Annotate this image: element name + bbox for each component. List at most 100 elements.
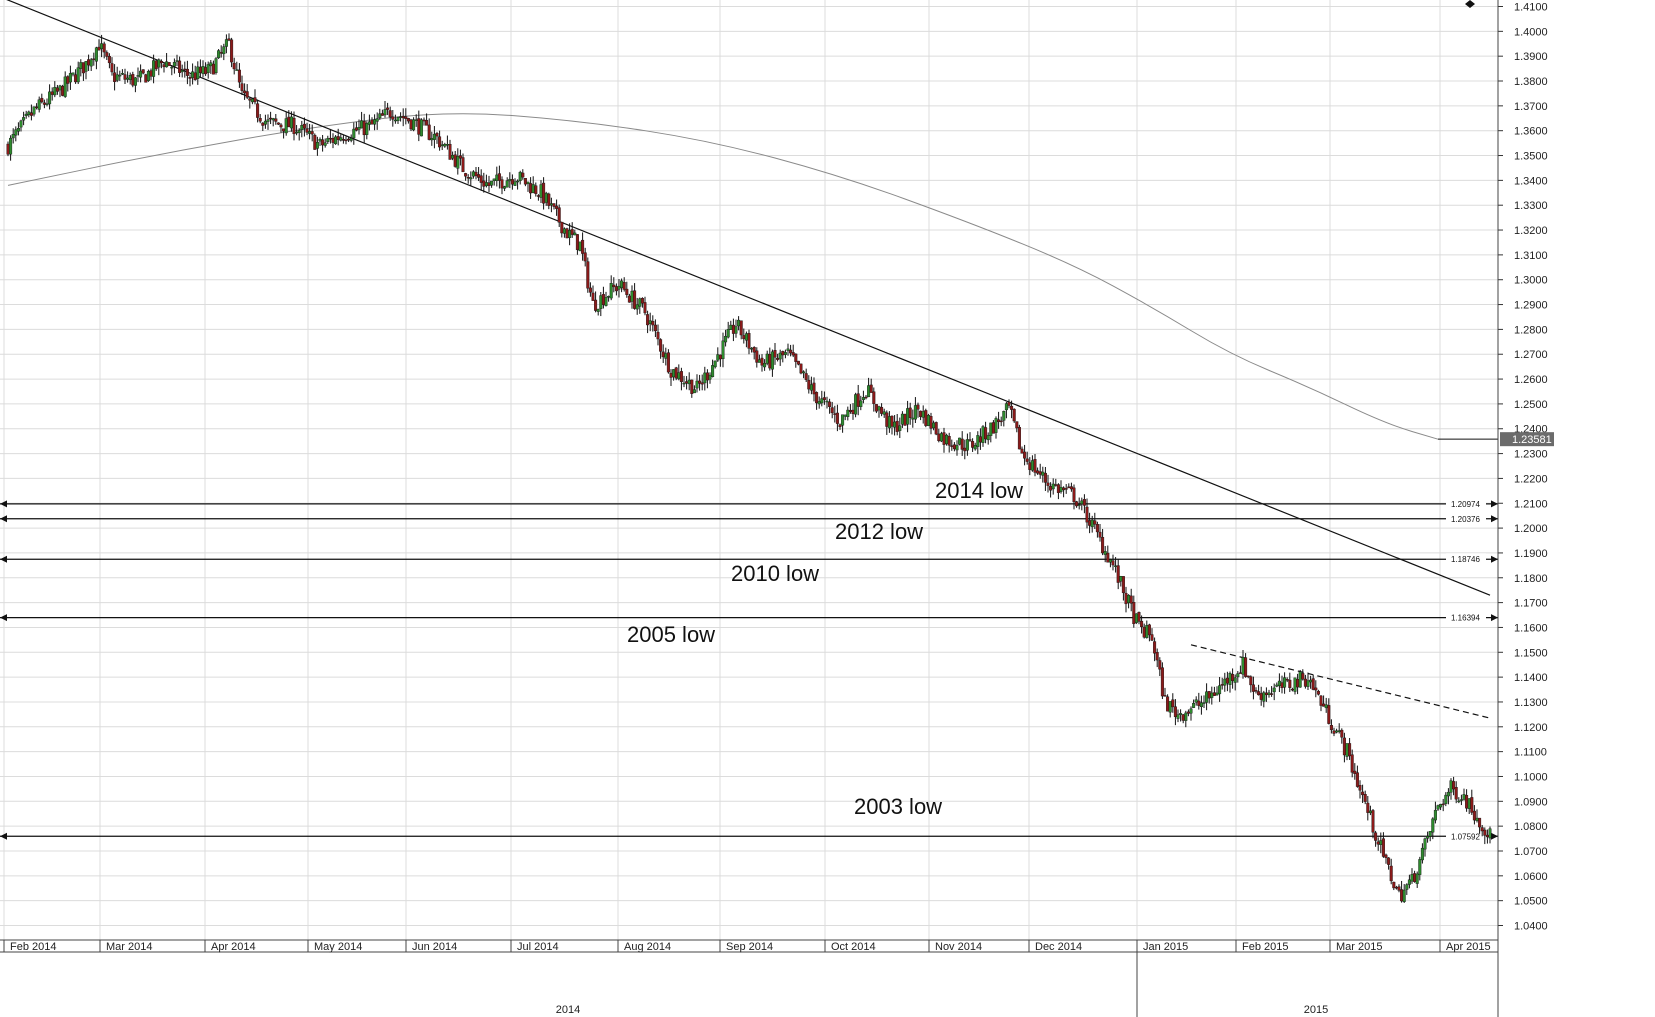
candle-body bbox=[989, 422, 993, 436]
candle-body bbox=[846, 409, 850, 417]
candle-body bbox=[1054, 484, 1058, 486]
candle-body bbox=[391, 116, 395, 120]
candle-body bbox=[999, 420, 1003, 423]
candle-body bbox=[893, 421, 897, 428]
candle-body bbox=[300, 125, 304, 130]
candle-body bbox=[1363, 794, 1367, 802]
candle-body bbox=[94, 47, 98, 62]
candle-body bbox=[308, 131, 312, 134]
candle-body bbox=[1301, 673, 1305, 680]
candle-body bbox=[11, 134, 15, 139]
candle-body bbox=[120, 73, 124, 75]
candle-body bbox=[1171, 699, 1175, 708]
candle-body bbox=[685, 381, 689, 384]
candle-body bbox=[500, 179, 504, 189]
candle-body bbox=[978, 436, 982, 443]
candle-body bbox=[1194, 699, 1198, 703]
candle-body bbox=[802, 371, 806, 374]
candle-body bbox=[477, 174, 481, 178]
x-tick-label: Apr 2015 bbox=[1446, 941, 1491, 953]
level-arrow-left bbox=[0, 500, 7, 508]
candle-body bbox=[656, 331, 660, 340]
candle-body bbox=[1335, 730, 1339, 733]
candle-body bbox=[1394, 886, 1398, 889]
candle-body bbox=[328, 137, 332, 140]
candle-body bbox=[973, 445, 977, 450]
level-value-label: 1.20974 bbox=[1451, 500, 1480, 509]
candle-body bbox=[1392, 881, 1396, 889]
y-tick-label: 1.3400 bbox=[1514, 175, 1548, 187]
candle-body bbox=[412, 119, 416, 131]
candle-body bbox=[279, 124, 283, 128]
candle-body bbox=[718, 354, 722, 360]
candle-body bbox=[695, 380, 699, 389]
candle-body bbox=[209, 62, 213, 67]
x-tick-label: Nov 2014 bbox=[935, 941, 982, 953]
candle-body bbox=[1205, 691, 1209, 703]
candle-body bbox=[1376, 841, 1380, 845]
level-arrow-left bbox=[0, 614, 7, 622]
level-annotation: 2005 low bbox=[627, 622, 715, 647]
candle-body bbox=[310, 131, 314, 135]
candle-body bbox=[282, 128, 286, 132]
candle-body bbox=[796, 360, 800, 365]
candle-body bbox=[292, 117, 296, 135]
candle-body bbox=[1267, 692, 1271, 695]
candle-body bbox=[817, 401, 821, 405]
candle-body bbox=[66, 76, 70, 84]
candle-body bbox=[240, 83, 244, 91]
candle-body bbox=[48, 91, 52, 105]
candle-body bbox=[1134, 613, 1138, 623]
candle-body bbox=[958, 437, 962, 445]
candle-body bbox=[570, 229, 574, 235]
candle-body bbox=[183, 68, 187, 71]
y-tick-label: 1.1400 bbox=[1514, 672, 1548, 684]
candle-body bbox=[625, 288, 629, 295]
candle-body bbox=[1077, 504, 1081, 506]
candle-body bbox=[809, 384, 813, 391]
candle-body bbox=[362, 121, 366, 136]
candle-body bbox=[154, 60, 158, 70]
candle-body bbox=[461, 157, 465, 173]
level-arrow-left bbox=[0, 832, 7, 840]
candle-body bbox=[136, 75, 140, 77]
candle-body bbox=[757, 359, 761, 363]
candle-body bbox=[921, 411, 925, 418]
candle-body bbox=[1254, 690, 1258, 692]
candle-body bbox=[851, 409, 855, 414]
candle-body bbox=[898, 425, 902, 431]
candle-body bbox=[100, 43, 104, 50]
candle-body bbox=[224, 39, 228, 47]
y-tick-label: 1.1600 bbox=[1514, 622, 1548, 634]
candle-body bbox=[799, 363, 803, 374]
candle-body bbox=[895, 420, 899, 432]
candle-body bbox=[276, 122, 280, 125]
candle-body bbox=[61, 85, 65, 96]
candle-body bbox=[1454, 787, 1458, 800]
x-tick-label: May 2014 bbox=[314, 941, 362, 953]
candle-body bbox=[131, 74, 135, 86]
y-tick-label: 1.2200 bbox=[1514, 473, 1548, 485]
candle-body bbox=[232, 62, 236, 70]
candle-body bbox=[1160, 667, 1164, 697]
y-tick-label: 1.0700 bbox=[1514, 846, 1548, 858]
candle-body bbox=[1288, 679, 1292, 688]
level-annotation: 2003 low bbox=[854, 794, 942, 819]
candle-body bbox=[245, 91, 249, 98]
candle-body bbox=[1415, 873, 1419, 884]
candle-body bbox=[302, 123, 306, 129]
candle-body bbox=[833, 413, 837, 415]
candle-body bbox=[1119, 576, 1123, 582]
candle-body bbox=[373, 119, 377, 125]
candle-body bbox=[74, 74, 78, 83]
candle-body bbox=[1145, 625, 1149, 638]
candle-body bbox=[1470, 797, 1474, 813]
candle-body bbox=[1441, 803, 1445, 806]
candle-body bbox=[1322, 703, 1326, 707]
candle-body bbox=[349, 138, 353, 141]
candle-body bbox=[908, 407, 912, 418]
y-tick-label: 1.3300 bbox=[1514, 200, 1548, 212]
candle-body bbox=[1072, 487, 1076, 503]
candle-body bbox=[1264, 692, 1268, 696]
candle-body bbox=[1262, 692, 1266, 702]
